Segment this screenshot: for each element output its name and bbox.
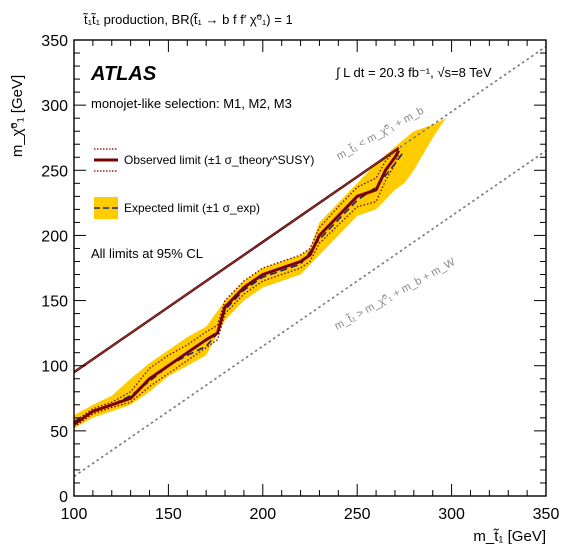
chart-title: t̃₁t̃₁ production, BR(t̃₁ → b f f′ χ̃⁰₁)… [83, 12, 293, 27]
observed-theory-down-line [74, 154, 400, 428]
x-tick-label: 100 [61, 506, 88, 523]
limit-lines-layer [74, 45, 546, 478]
y-tick-label: 0 [59, 489, 68, 506]
y-tick-label: 300 [41, 98, 68, 115]
excluded-region-edge-red [74, 147, 399, 373]
observed-theory-up-line [74, 146, 400, 423]
legend-expected-label: Expected limit (±1 σ_exp) [124, 201, 260, 215]
y-tick-label: 200 [41, 228, 68, 245]
y-tick-label: 350 [41, 33, 68, 50]
y-tick-label: 100 [41, 359, 68, 376]
legend: Observed limit (±1 σ_theory^SUSY) Expect… [94, 148, 314, 219]
x-tick-label: 300 [438, 506, 465, 523]
legend-observed-label: Observed limit (±1 σ_theory^SUSY) [124, 153, 314, 167]
y-tick-label: 50 [50, 424, 68, 441]
expected-band [74, 118, 446, 429]
kinematic-boundary-line-2 [74, 150, 546, 478]
luminosity-label: ∫ L dt = 20.3 fb⁻¹, √s=8 TeV [335, 65, 492, 80]
selection-label: monojet-like selection: M1, M2, M3 [91, 96, 292, 111]
x-axis-label: m_t̃₁ [GeV] [473, 528, 546, 545]
y-tick-label: 250 [41, 163, 68, 180]
x-tick-label: 350 [533, 506, 560, 523]
observed-limit-line [74, 149, 401, 426]
y-tick-label: 150 [41, 294, 68, 311]
x-tick-label: 150 [155, 506, 182, 523]
axis-ticks: 100 150 200 250 300 350 0 50 100 150 200 250 300 350 [41, 33, 559, 523]
y-axis-label: m_χ̃⁰₁ [GeV] [9, 75, 26, 157]
lower-diagonal-label: m_t̃₁ > m_χ̃⁰₁ + m_b + m_W [332, 256, 457, 333]
experiment-label: ATLAS [90, 63, 157, 85]
cl-note: All limits at 95% CL [91, 246, 203, 261]
x-tick-label: 200 [249, 506, 276, 523]
plot-frame [73, 39, 547, 497]
x-tick-label: 250 [344, 506, 371, 523]
expected-band-layer [74, 118, 446, 429]
